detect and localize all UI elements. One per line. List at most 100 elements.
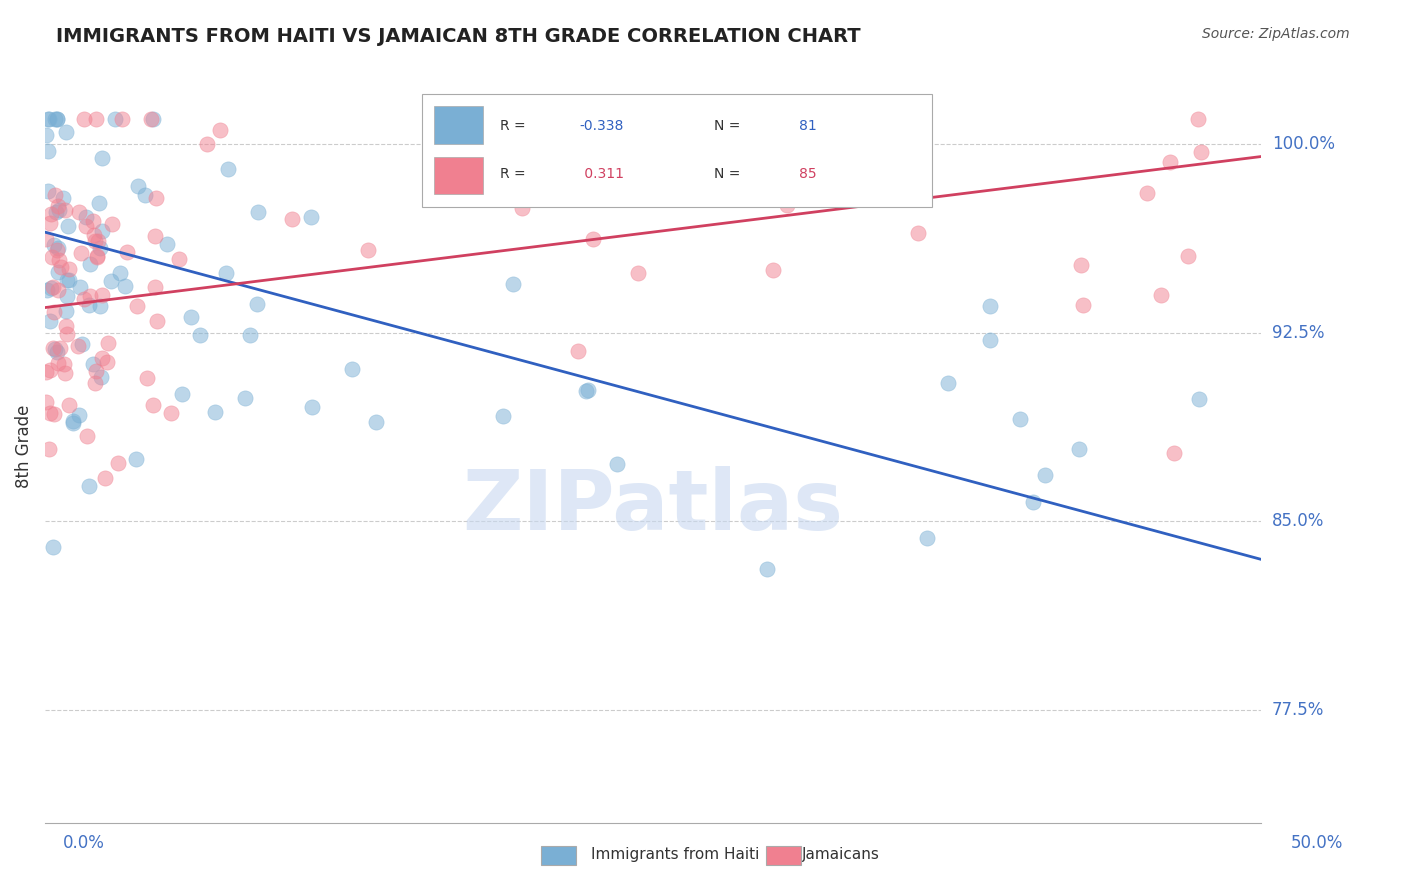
Point (1035, 468, 1057, 483)
Point (357, 243, 380, 257)
Bar (434, 157, 482, 194)
Point (575, 384, 598, 399)
Bar (422, 94, 932, 207)
Point (488, 142, 510, 156)
Point (627, 266, 650, 280)
Point (69, 280, 91, 294)
Point (66, 339, 89, 353)
Text: 50.0%: 50.0% (1291, 834, 1343, 852)
Point (67, 408, 90, 422)
Point (156, 237, 179, 252)
Text: 0.311: 0.311 (579, 167, 624, 181)
Point (217, 162, 239, 177)
Point (142, 112, 165, 126)
Point (79, 479, 101, 493)
Point (44, 304, 66, 318)
Point (35, 283, 58, 297)
Point (77, 298, 100, 312)
Point (233, 391, 256, 405)
Point (53, 366, 76, 380)
Point (56, 273, 79, 287)
Point (127, 178, 149, 193)
Text: -0.338: -0.338 (579, 120, 624, 134)
Point (97, 335, 120, 350)
Point (89, 299, 111, 313)
Point (979, 333, 1001, 347)
Text: 85: 85 (799, 167, 817, 181)
Point (111, 112, 134, 126)
Point (46, 112, 69, 126)
Text: 81: 81 (799, 120, 817, 134)
Point (204, 405, 226, 419)
Point (42, 238, 65, 252)
Point (76, 429, 98, 443)
Point (41, 541, 63, 555)
Point (48, 356, 70, 370)
Text: 100.0%: 100.0% (1272, 135, 1334, 153)
Point (62, 414, 84, 428)
Point (86, 249, 108, 263)
Point (83, 234, 105, 248)
Point (915, 531, 938, 545)
Point (1021, 494, 1043, 508)
Text: R =: R = (499, 120, 530, 134)
Point (87, 234, 110, 248)
Point (38, 406, 60, 420)
Point (44, 187, 66, 202)
Text: Jamaicans: Jamaicans (801, 847, 879, 862)
Point (134, 188, 156, 202)
Point (56, 219, 79, 234)
Point (142, 398, 165, 412)
Point (48, 203, 70, 218)
Point (582, 231, 605, 245)
Point (762, 263, 785, 277)
Point (39, 363, 62, 377)
Point (38, 112, 60, 126)
Point (502, 277, 524, 291)
Point (108, 267, 131, 281)
Point (67, 205, 90, 219)
Point (46, 112, 69, 126)
Point (1163, 446, 1185, 460)
Point (145, 229, 167, 244)
Point (49, 260, 72, 274)
Point (195, 136, 218, 151)
Point (90, 224, 112, 238)
Point (46, 283, 69, 297)
Point (1159, 154, 1181, 169)
Point (567, 344, 589, 359)
Text: IMMIGRANTS FROM HAITI VS JAMAICAN 8TH GRADE CORRELATION CHART: IMMIGRANTS FROM HAITI VS JAMAICAN 8TH GR… (56, 27, 860, 45)
Point (124, 451, 146, 466)
Point (58, 261, 80, 276)
Point (70, 245, 93, 260)
Point (96, 355, 118, 369)
Point (84, 364, 107, 378)
Point (114, 279, 136, 293)
Point (1071, 298, 1094, 312)
Point (107, 456, 129, 470)
Point (246, 205, 269, 219)
Point (37, 184, 59, 198)
Point (510, 201, 533, 215)
Point (606, 457, 628, 471)
Point (422, 185, 444, 199)
Point (145, 191, 167, 205)
Point (55, 125, 77, 139)
Point (246, 297, 269, 311)
Point (53, 202, 76, 217)
Text: ZIPatlas: ZIPatlas (463, 466, 844, 547)
Point (135, 370, 157, 384)
Point (38, 216, 60, 230)
Point (55, 303, 77, 318)
Point (104, 112, 127, 127)
Point (48, 253, 70, 268)
Point (37, 144, 59, 158)
Text: R =: R = (499, 167, 530, 181)
Y-axis label: 8th Grade: 8th Grade (15, 404, 32, 488)
Point (46, 244, 69, 258)
Point (1150, 288, 1173, 302)
Point (75, 219, 97, 234)
Point (56, 289, 79, 303)
Point (209, 123, 232, 137)
Point (72, 292, 94, 306)
